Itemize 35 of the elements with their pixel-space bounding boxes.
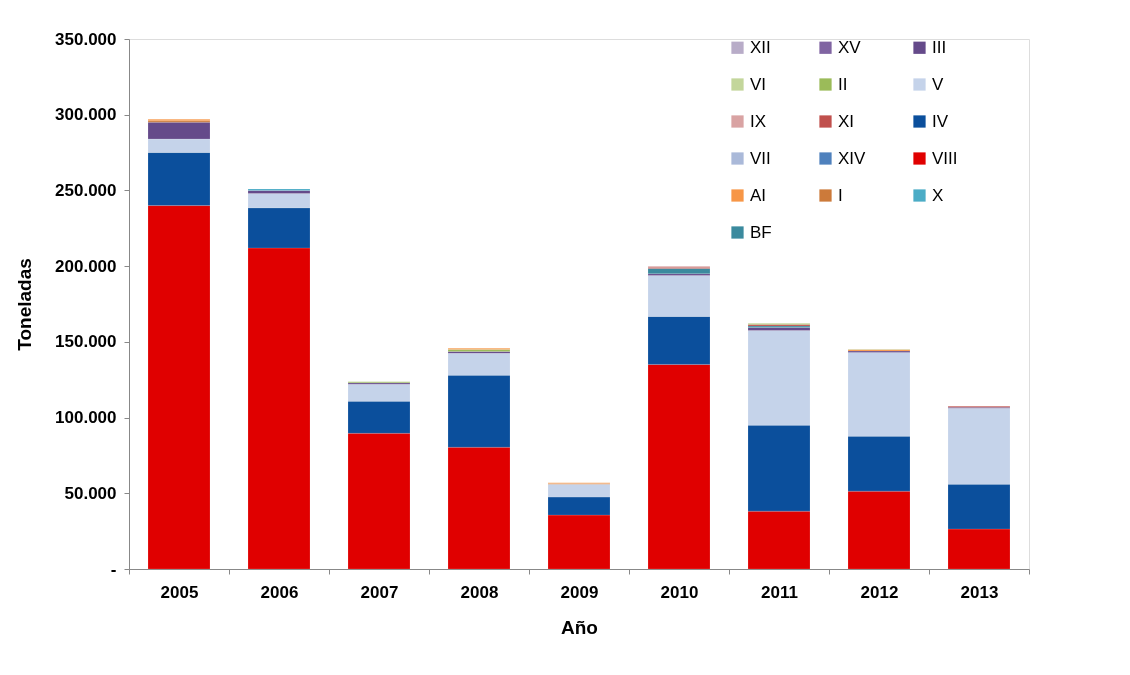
x-tick-label: 2009: [560, 582, 599, 602]
x-tick-label: 2005: [160, 582, 199, 602]
legend-label: VIII: [932, 148, 958, 168]
legend-label: X: [932, 185, 944, 205]
x-tick-label: 2007: [360, 582, 399, 602]
x-tick-label: 2008: [460, 582, 499, 602]
legend-label: AI: [750, 185, 767, 205]
y-tick-label: 50.000: [64, 483, 117, 503]
x-tick-label: 2012: [860, 582, 899, 602]
legend-label: V: [932, 74, 944, 94]
y-tick-label: 200.000: [55, 256, 117, 276]
legend-label: XII: [750, 37, 771, 57]
x-tick-label: 2013: [960, 582, 999, 602]
legend-label: VII: [750, 148, 771, 168]
legend-label: BF: [750, 222, 772, 242]
legend-label: IX: [750, 111, 767, 131]
legend-label: I: [838, 185, 843, 205]
legend-label: III: [932, 37, 947, 57]
legend-label: II: [838, 74, 848, 94]
y-tick-label: 150.000: [55, 332, 117, 352]
y-tick-label: -: [110, 559, 117, 579]
legend-label: XV: [838, 37, 862, 57]
legend-label: VI: [750, 74, 767, 94]
y-tick-label: 100.000: [55, 408, 117, 428]
legend-label: IV: [932, 111, 949, 131]
y-tick-label: 350.000: [55, 29, 117, 49]
legend-label: XI: [838, 111, 855, 131]
x-tick-label: 2011: [761, 582, 798, 602]
y-tick-label: 300.000: [55, 105, 117, 125]
x-tick-label: 2006: [260, 582, 299, 602]
y-tick-label: 250.000: [55, 180, 117, 200]
y-axis-title: Toneladas: [14, 258, 36, 351]
x-axis-title: Año: [561, 616, 598, 638]
legend-label: XIV: [838, 148, 867, 168]
x-tick-label: 2010: [660, 582, 699, 602]
